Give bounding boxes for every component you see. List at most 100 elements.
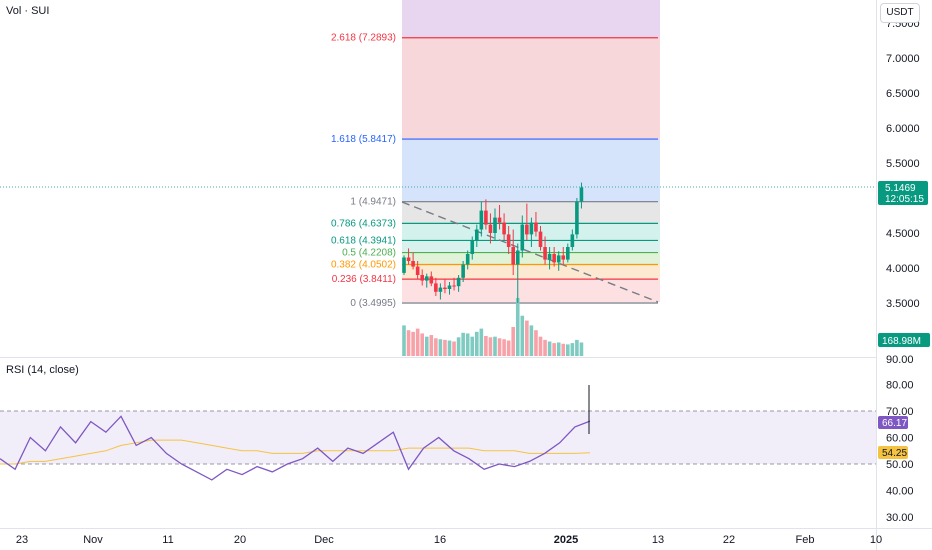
candle: [465, 250, 470, 270]
candle: [552, 247, 556, 267]
volume-bar: [479, 328, 484, 356]
time-tick: 20: [234, 534, 246, 546]
candle: [456, 275, 461, 292]
candle-body: [406, 257, 411, 261]
volume-bar: [529, 325, 534, 356]
candle: [506, 226, 511, 254]
candle: [438, 283, 443, 300]
candle-body: [575, 201, 579, 235]
volume-bar: [424, 336, 429, 356]
volume-value: 168.98M: [882, 336, 921, 347]
fib-label: 0 (3.4995): [350, 298, 396, 309]
candle: [452, 277, 456, 291]
candle: [579, 182, 584, 209]
time-axis[interactable]: 23 Nov 11 20 Dec 16 2025 13 22 Feb 10: [16, 534, 882, 546]
volume-bar: [506, 340, 511, 356]
fib-label: 0.786 (4.6373): [331, 218, 396, 229]
candle: [556, 251, 561, 271]
time-tick: Dec: [314, 534, 334, 546]
fib-label: 0.618 (4.3941): [331, 235, 396, 246]
price-axis[interactable]: 7.50007.00006.50006.00005.50005.00004.50…: [886, 18, 920, 310]
volume-bar: [415, 328, 420, 356]
candle: [434, 277, 438, 296]
last-price-value: 5.1469: [885, 183, 916, 194]
rsi-tick: 60.00: [886, 433, 914, 445]
candle: [493, 208, 497, 240]
volume-bar: [525, 320, 529, 356]
time-tick: 13: [652, 534, 664, 546]
candle-countdown: 12:05:15: [885, 194, 924, 205]
candle-body: [502, 222, 506, 235]
volume-bar: [443, 339, 447, 356]
price-tick: 4.5000: [886, 228, 920, 240]
candle-body: [529, 222, 534, 235]
volume-bar: [438, 339, 443, 356]
candle-body: [429, 276, 434, 284]
volume-bar: [497, 338, 502, 356]
candle-body: [438, 287, 443, 292]
volume-bar: [402, 325, 406, 356]
candle-body: [534, 222, 538, 232]
candle-body: [520, 224, 525, 251]
candles[interactable]: [402, 182, 584, 303]
rsi-pane-title: RSI (14, close): [6, 364, 79, 376]
rsi-value-tag: 66.17: [878, 416, 908, 429]
fib-label: 0.5 (4.2208): [342, 248, 396, 259]
candle: [411, 252, 415, 270]
rsi-ma-tag: 54.25: [878, 446, 908, 459]
volume-bar: [520, 315, 525, 356]
candle: [484, 199, 488, 230]
volume-bar: [579, 342, 584, 356]
candle-body: [484, 210, 488, 225]
candle-body: [443, 287, 447, 289]
fib-trend-line[interactable]: [401, 201, 659, 303]
fib-label: 1.618 (5.8417): [331, 134, 396, 145]
volume-bar: [452, 341, 456, 356]
candle-body: [456, 277, 461, 287]
candle-body: [424, 276, 429, 281]
candle-body: [579, 187, 584, 202]
volume-tick: 90.00: [886, 354, 914, 366]
candle: [561, 247, 566, 265]
volume-bar: [470, 336, 475, 356]
price-tick: 6.5000: [886, 88, 920, 100]
candle-body: [538, 231, 543, 247]
candle: [406, 248, 411, 265]
rsi-axis[interactable]: 80.00 70.00 60.00 50.00 40.00 30.00: [886, 380, 914, 525]
fib-label: 0.236 (3.8411): [332, 274, 396, 285]
candle-body: [570, 234, 575, 247]
volume-bar: [488, 337, 493, 356]
currency-button[interactable]: USDT: [880, 3, 920, 23]
candle: [479, 201, 484, 237]
volume-bar: [493, 336, 497, 356]
price-tick: 3.5000: [886, 298, 920, 310]
time-tick: 2025: [554, 534, 578, 546]
candle: [415, 261, 420, 279]
candle: [429, 271, 434, 287]
time-tick: Feb: [796, 534, 815, 546]
time-tick: 11: [162, 534, 173, 546]
candle: [538, 226, 543, 251]
candle: [461, 261, 465, 282]
candle-body: [515, 250, 520, 265]
rsi-tick: 80.00: [886, 380, 914, 392]
volume-bar: [575, 339, 579, 356]
volume-bar: [420, 333, 424, 356]
volume-bar: [411, 331, 415, 356]
candle-body: [475, 229, 479, 240]
candle-body: [415, 266, 420, 275]
candle: [520, 215, 525, 258]
volume-bar: [543, 339, 547, 356]
candle-body: [511, 247, 515, 265]
rsi-line: [0, 415, 591, 481]
volume-bar: [511, 327, 515, 356]
candle-body: [452, 285, 456, 287]
volume-bar: [429, 335, 434, 356]
time-tick: 23: [16, 534, 28, 546]
candle: [570, 229, 575, 251]
candle-body: [552, 254, 556, 263]
volume-bar: [461, 332, 465, 356]
candle: [420, 269, 424, 286]
volume-bar: [502, 339, 506, 356]
